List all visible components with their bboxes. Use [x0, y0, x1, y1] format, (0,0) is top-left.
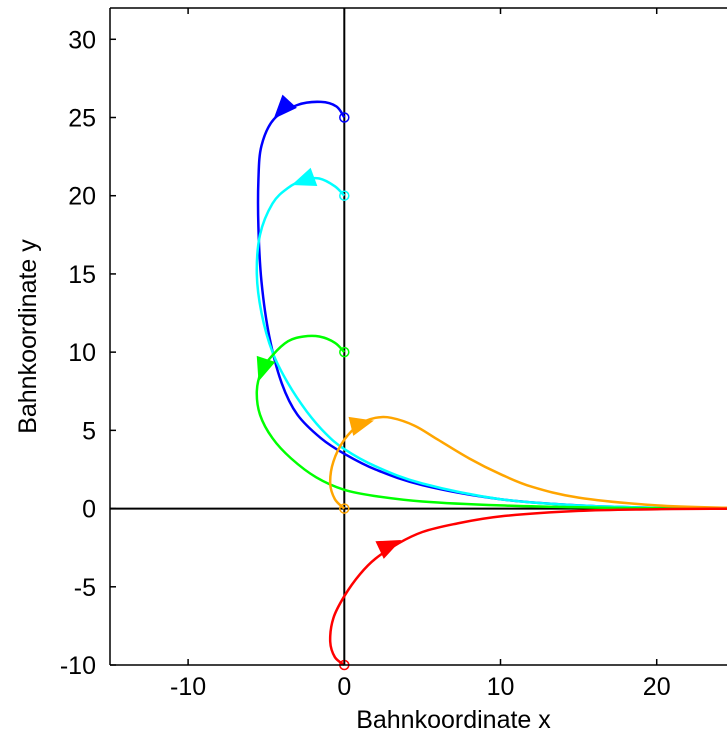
x-tick-label: -10 [170, 673, 206, 701]
x-tick-label: 20 [643, 673, 671, 701]
y-tick-label: 25 [68, 105, 96, 133]
series-arrow-3 [348, 416, 374, 436]
series-arrow-2 [256, 355, 276, 382]
y-tick-label: 10 [68, 339, 96, 367]
series-start-marker-1 [339, 190, 350, 201]
series-3 [328, 415, 727, 514]
series-line-2 [255, 334, 727, 510]
ticks: -10 0 10 20 -10 -5 0 5 10 15 20 25 30 [60, 8, 671, 701]
series-start-marker-3 [339, 503, 350, 514]
y-tick-label: 30 [68, 26, 96, 54]
series-line-1 [255, 176, 727, 510]
y-tick-label: 0 [82, 496, 96, 524]
series-layer [255, 94, 727, 671]
reference-lines [110, 8, 727, 665]
series-line-0 [256, 100, 727, 510]
y-tick-label: -5 [74, 574, 96, 602]
series-0 [256, 94, 727, 510]
y-tick-label: -10 [60, 652, 96, 680]
series-line-4 [328, 507, 727, 667]
series-arrow-0 [273, 94, 297, 119]
series-start-marker-0 [339, 112, 350, 123]
y-axis-label: Bahnkoordinate y [14, 239, 42, 434]
series-2 [255, 334, 727, 510]
axes-frame [109, 7, 727, 666]
series-line-3 [328, 415, 727, 510]
y-tick-label: 15 [68, 261, 96, 289]
series-start-marker-2 [339, 346, 350, 358]
series-arrow-1 [291, 167, 318, 187]
x-tick-label: 10 [487, 673, 515, 701]
y-tick-label: 5 [82, 417, 96, 445]
series-4 [328, 507, 727, 671]
x-tick-label: 0 [337, 673, 351, 701]
series-1 [255, 167, 727, 510]
y-tick-label: 20 [68, 183, 96, 211]
x-axis-label: Bahnkoordinate x [356, 706, 551, 734]
series-arrow-4 [375, 539, 402, 559]
